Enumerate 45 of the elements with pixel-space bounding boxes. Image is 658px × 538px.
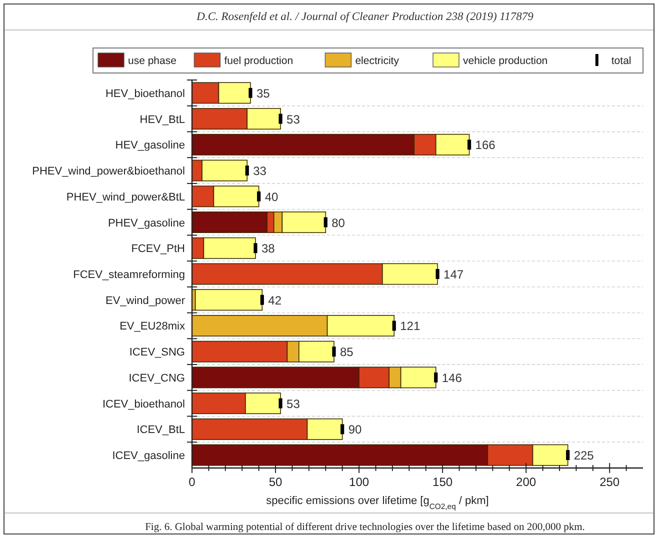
x-tick-label: 100 bbox=[349, 475, 370, 489]
x-tick-label: 200 bbox=[516, 475, 536, 489]
y-tick-label: ICEV_BtL bbox=[136, 424, 185, 436]
y-tick-label: HEV_BtL bbox=[140, 114, 185, 126]
text: D.C. Rosenfeld et al. / Journal of Cleaner Production 238 (2019) 117879 bbox=[196, 11, 534, 23]
y-tick-label: ICEV_bioethanol bbox=[102, 398, 185, 410]
total-label: 85 bbox=[340, 345, 354, 360]
total-label: 90 bbox=[348, 422, 362, 437]
y-tick-label: PHEV_gasoline bbox=[108, 217, 185, 230]
bar bbox=[194, 289, 263, 311]
y-tick-label: FCEV_PtH bbox=[131, 243, 186, 256]
x-tick-label: 0 bbox=[188, 475, 196, 489]
legend-label: electricity bbox=[355, 55, 400, 67]
x-tick-label: 150 bbox=[432, 475, 453, 489]
total-label: 146 bbox=[442, 370, 462, 385]
total-label: 33 bbox=[253, 164, 267, 178]
y-tick-label: FCEV_steamreforming bbox=[73, 269, 185, 281]
legend-label: vehicle production bbox=[463, 55, 548, 67]
caption: Fig. 6. Global warming potential of different drive technologies over the lifetime based on 200,000 pkm. bbox=[145, 522, 585, 533]
legend-label: total bbox=[611, 55, 632, 67]
total-label: 147 bbox=[444, 268, 464, 282]
total-label: 53 bbox=[286, 396, 300, 411]
total-label: 42 bbox=[268, 293, 282, 308]
y-tick-label: ICEV_gasoline bbox=[112, 450, 185, 462]
x-axis-title: specific emissions over lifetime [g$_{CO2,eq}$ / pkm] bbox=[266, 495, 489, 510]
y-tick-label: PHEV_wind_power&BtL bbox=[66, 191, 185, 204]
total-label: 225 bbox=[574, 448, 594, 463]
x-tick-label: 250 bbox=[600, 475, 620, 489]
total-label: 53 bbox=[286, 112, 300, 126]
y-tick-label: EV_EU28mix bbox=[120, 320, 186, 333]
total-label: 35 bbox=[256, 86, 270, 100]
total-label: 80 bbox=[332, 216, 346, 230]
y-tick-label: HEV_gasoline bbox=[115, 140, 185, 152]
y-tick-label: HEV_bioethanol bbox=[105, 88, 185, 100]
legend-label: use phase bbox=[128, 55, 177, 67]
y-tick-label: EV_wind_power bbox=[106, 294, 186, 307]
y-tick-label: ICEV_CNG bbox=[128, 372, 185, 384]
y-tick-label: PHEV_wind_power&bioethanol bbox=[32, 166, 185, 178]
total-label: 40 bbox=[264, 190, 278, 204]
legend-label: fuel production bbox=[224, 55, 294, 67]
total-label: 38 bbox=[261, 242, 276, 256]
total-label: 166 bbox=[475, 138, 496, 152]
y-tick-label: ICEV_SNG bbox=[129, 346, 185, 359]
x-tick-label: 50 bbox=[268, 475, 283, 489]
total-label: 121 bbox=[400, 319, 420, 334]
